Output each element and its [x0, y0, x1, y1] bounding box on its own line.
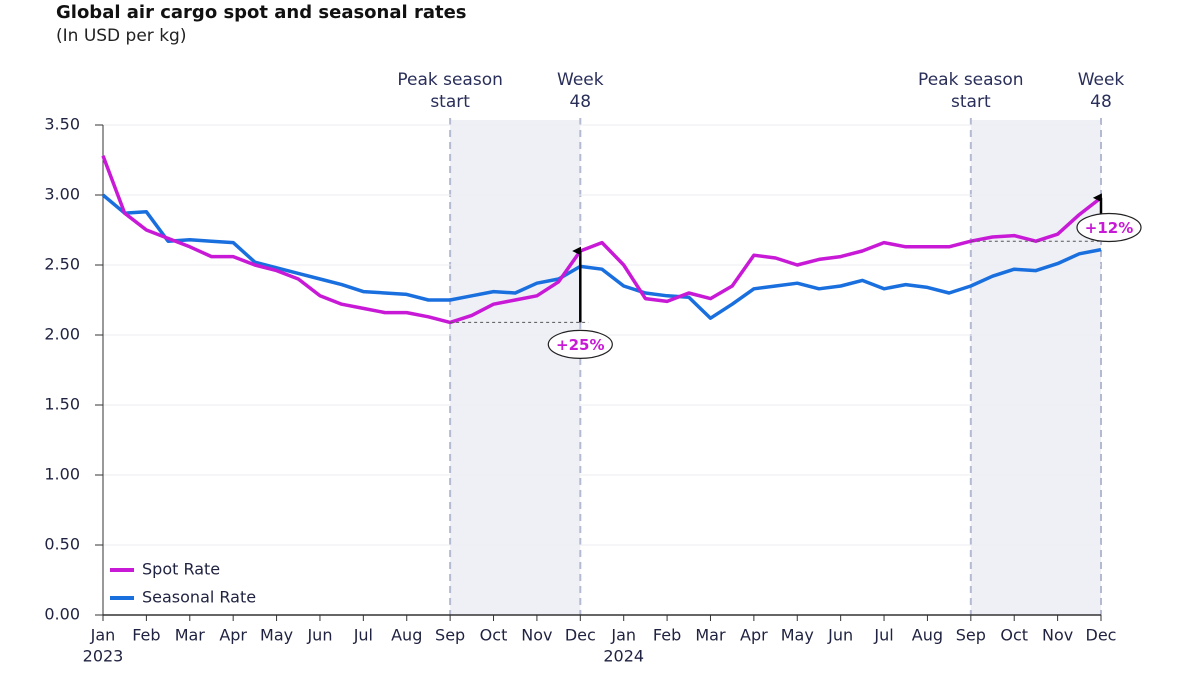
week-line-label: 48	[1090, 92, 1112, 112]
week-line-label: 48	[569, 92, 591, 112]
x-tick-label: Dec	[565, 626, 596, 645]
x-tick-label: Mar	[175, 626, 206, 645]
x-tick-label: Dec	[1086, 626, 1117, 645]
x-tick-label: Sep	[435, 626, 465, 645]
y-tick-label: 0.00	[44, 605, 80, 624]
legend-label: Seasonal Rate	[142, 588, 256, 607]
x-tick-label: Nov	[1042, 626, 1073, 645]
x-tick-label: Jun	[306, 626, 332, 645]
x-tick-label: Jan	[90, 626, 116, 645]
y-tick-label: 2.50	[44, 255, 80, 274]
week-line-label: Week	[557, 70, 604, 90]
y-tick-label: 1.00	[44, 465, 80, 484]
y-tick-label: 1.50	[44, 395, 80, 414]
x-tick-label: Oct	[1000, 626, 1028, 645]
week-line-label: Week	[1078, 70, 1125, 90]
peak-season-line-label: start	[951, 92, 991, 112]
peak-season-line-label: Peak season	[397, 70, 503, 90]
y-tick-label: 3.50	[44, 115, 80, 134]
x-tick-label: Jul	[873, 626, 893, 645]
series-line	[101, 193, 1102, 320]
y-tick-label: 2.00	[44, 325, 80, 344]
chart-title: Global air cargo spot and seasonal rates	[56, 2, 467, 23]
y-tick-label: 3.00	[44, 185, 80, 204]
x-tick-label: Jul	[353, 626, 373, 645]
x-tick-label: Jan	[610, 626, 636, 645]
x-tick-label: Jun	[827, 626, 853, 645]
change-badge	[1076, 212, 1142, 243]
x-tick-label: Feb	[653, 626, 681, 645]
x-tick-label: May	[260, 626, 293, 645]
x-tick-label: Sep	[956, 626, 986, 645]
x-tick-label: Aug	[912, 626, 943, 645]
change-badge	[547, 329, 613, 359]
year-label: 2024	[603, 647, 644, 666]
x-tick-label: Oct	[480, 626, 508, 645]
change-label: +25%	[556, 336, 604, 354]
x-tick-label: Apr	[740, 626, 768, 645]
peak-season-line-label: start	[430, 92, 470, 112]
peak-season-band	[970, 120, 1101, 615]
peak-season-band	[450, 120, 581, 615]
x-tick-label: Feb	[132, 626, 160, 645]
change-label: +12%	[1085, 219, 1133, 237]
y-tick-label: 0.50	[44, 535, 80, 554]
chart-subtitle: (In USD per kg)	[56, 26, 186, 46]
series-line	[101, 155, 1103, 325]
peak-season-line-label: Peak season	[918, 70, 1024, 90]
year-label: 2023	[83, 647, 124, 666]
x-tick-label: Aug	[391, 626, 422, 645]
x-tick-label: Nov	[521, 626, 552, 645]
legend-label: Spot Rate	[142, 560, 220, 579]
x-tick-label: May	[781, 626, 814, 645]
x-tick-label: Mar	[695, 626, 726, 645]
x-tick-label: Apr	[219, 626, 247, 645]
